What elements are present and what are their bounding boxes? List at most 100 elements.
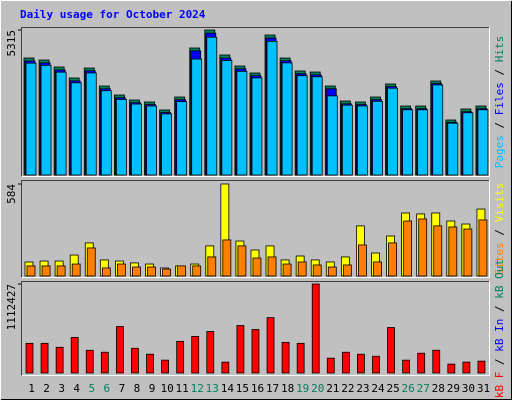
bar — [327, 266, 337, 277]
bar — [40, 342, 49, 374]
bar — [162, 268, 171, 277]
bar — [25, 62, 37, 176]
bar — [192, 265, 202, 277]
bar — [85, 72, 97, 176]
bar — [462, 112, 474, 176]
bar — [372, 100, 383, 176]
bar — [221, 60, 233, 176]
bar — [402, 359, 411, 374]
bar — [236, 70, 248, 176]
bar — [358, 244, 367, 277]
legend: Sites / Visits — [493, 183, 506, 276]
bar — [387, 327, 395, 374]
bar — [221, 361, 230, 374]
x-tick-label: 18 — [281, 382, 294, 395]
bar — [267, 256, 277, 277]
bar — [281, 341, 290, 374]
bar — [477, 109, 489, 176]
bar — [417, 352, 426, 374]
legend-entry: kB F — [493, 372, 506, 399]
bar — [161, 113, 172, 176]
bar — [251, 329, 260, 374]
bar — [25, 342, 34, 374]
bar — [131, 347, 139, 374]
bar — [312, 264, 322, 277]
bar — [433, 225, 443, 277]
x-tick-label: 8 — [134, 382, 141, 395]
x-tick-label: 1 — [28, 382, 35, 395]
bar — [403, 220, 413, 277]
legend-entry: kB In — [493, 319, 506, 352]
panel-bevel-dark — [21, 27, 490, 177]
legend-separator: / — [493, 299, 506, 319]
bar — [447, 363, 456, 374]
legend-entry: kB Out — [493, 259, 506, 299]
x-tick-label: 5 — [88, 382, 95, 395]
legend-separator: / — [493, 352, 506, 372]
bar — [388, 242, 397, 277]
x-tick-label: 9 — [149, 382, 156, 395]
bar — [281, 62, 293, 176]
bar — [191, 336, 200, 374]
bar — [432, 84, 444, 176]
x-tick-label: 7 — [119, 382, 126, 395]
x-tick-label: 4 — [73, 382, 80, 395]
x-tick-label: 25 — [386, 382, 399, 395]
bar — [147, 266, 156, 277]
x-tick-label: 13 — [206, 382, 219, 395]
bar — [176, 340, 185, 374]
legend-entry: Files — [493, 82, 506, 115]
bar — [373, 261, 382, 277]
bar — [463, 228, 473, 277]
x-tick-label: 28 — [432, 382, 445, 395]
bar — [101, 267, 111, 277]
bar — [115, 326, 124, 374]
legend-entry: Hits — [493, 36, 506, 63]
x-tick-label: 30 — [462, 382, 475, 395]
bar — [357, 353, 365, 374]
bar — [176, 101, 188, 176]
bar — [341, 104, 353, 176]
bar — [342, 264, 352, 277]
bar — [326, 95, 338, 176]
x-tick-label: 16 — [251, 382, 264, 395]
bar — [56, 265, 66, 277]
bar — [266, 40, 278, 176]
x-tick-label: 2 — [43, 382, 50, 395]
chart-title: Daily usage for October 2024 — [20, 8, 206, 21]
x-tick-label: 24 — [371, 382, 385, 395]
bar — [418, 218, 428, 277]
legend-entry: Visits — [493, 183, 506, 223]
legend: kB F / kB In / kB Out — [493, 259, 506, 398]
x-tick-label: 20 — [311, 382, 324, 395]
bar — [252, 257, 262, 277]
legend-separator: / — [493, 222, 506, 242]
legend-entry: Sites — [493, 242, 506, 275]
bar — [417, 109, 429, 176]
bar — [115, 99, 127, 176]
bar — [296, 75, 308, 176]
bar — [55, 71, 67, 176]
x-tick-label: 31 — [477, 382, 490, 395]
bar — [71, 263, 81, 277]
x-tick-label: 26 — [402, 382, 415, 395]
bar — [207, 256, 217, 277]
bar — [85, 349, 94, 374]
bar — [478, 219, 488, 277]
bar — [251, 77, 263, 176]
bar — [477, 360, 486, 374]
bar — [161, 359, 169, 374]
bar — [146, 353, 154, 374]
x-tick-label: 14 — [221, 382, 235, 395]
bar — [55, 346, 64, 374]
bar — [206, 331, 215, 374]
bar — [402, 109, 414, 176]
x-tick-label: 12 — [191, 382, 204, 395]
x-tick-label: 6 — [104, 382, 111, 395]
bar — [41, 265, 51, 277]
bar — [236, 325, 245, 374]
x-tick-label: 21 — [326, 382, 339, 395]
x-tick-label: 10 — [160, 382, 173, 395]
bar — [282, 263, 292, 277]
